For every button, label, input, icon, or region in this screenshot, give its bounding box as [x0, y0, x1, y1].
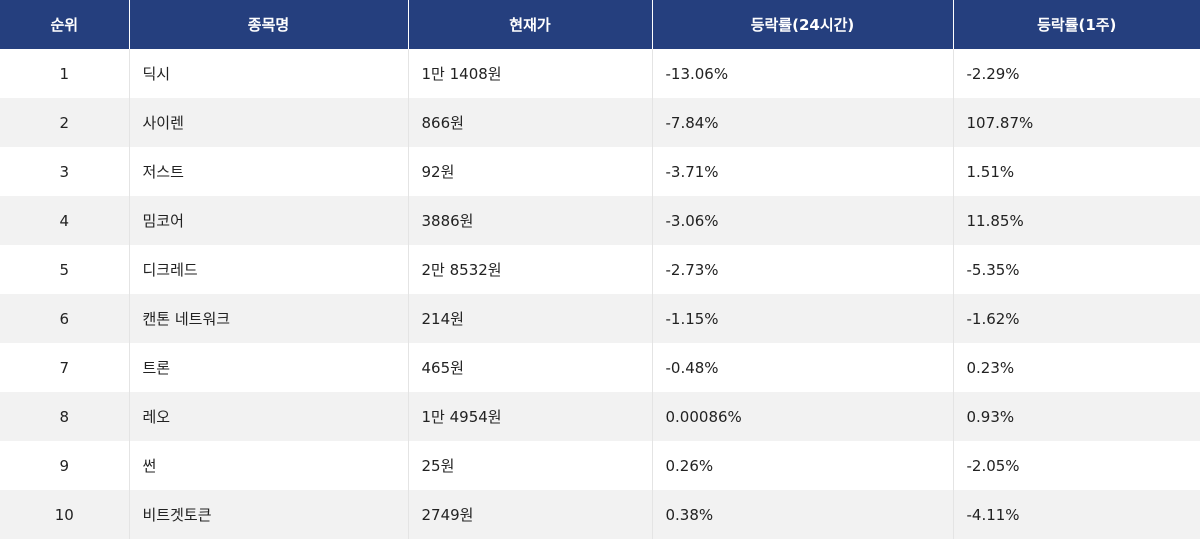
table-cell: 2만 8532원: [408, 245, 653, 294]
table-row: 3 저스트 92원 -3.71% 1.51%: [0, 147, 1200, 196]
table-cell: -13.06%: [652, 49, 954, 98]
table-row: 6 캔톤 네트워크 214원 -1.15% -1.62%: [0, 294, 1200, 343]
table-cell: -3.06%: [652, 196, 954, 245]
table-cell: 4: [0, 196, 130, 245]
table-cell: 디크레드: [129, 245, 409, 294]
table-row: 1 딕시 1만 1408원 -13.06% -2.29%: [0, 49, 1200, 98]
table-cell: -3.71%: [652, 147, 954, 196]
table-header: 순위 종목명 현재가 등락률(24시간) 등락률(1주): [0, 0, 1200, 49]
table-row: 9 썬 25원 0.26% -2.05%: [0, 441, 1200, 490]
table-cell: 0.00086%: [652, 392, 954, 441]
column-header: 등락률(1주): [953, 0, 1200, 49]
table-row: 10 비트겟토큰 2749원 0.38% -4.11%: [0, 490, 1200, 539]
table-cell: -2.29%: [953, 49, 1200, 98]
table-cell: -2.05%: [953, 441, 1200, 490]
table-cell: 저스트: [129, 147, 409, 196]
table-cell: 3886원: [408, 196, 653, 245]
table-cell: 비트겟토큰: [129, 490, 409, 539]
column-header: 순위: [0, 0, 130, 49]
table-cell: 866원: [408, 98, 653, 147]
table-cell: -1.62%: [953, 294, 1200, 343]
column-header: 등락률(24시간): [652, 0, 954, 49]
table-cell: 2: [0, 98, 130, 147]
table-cell: -4.11%: [953, 490, 1200, 539]
table-cell: 딕시: [129, 49, 409, 98]
table-cell: 캔톤 네트워크: [129, 294, 409, 343]
table-row: 4 밈코어 3886원 -3.06% 11.85%: [0, 196, 1200, 245]
table-cell: -1.15%: [652, 294, 954, 343]
table-cell: 1.51%: [953, 147, 1200, 196]
table-cell: -0.48%: [652, 343, 954, 392]
column-header: 종목명: [129, 0, 409, 49]
table-cell: 트론: [129, 343, 409, 392]
table-cell: 0.23%: [953, 343, 1200, 392]
table-cell: 0.26%: [652, 441, 954, 490]
table-cell: 썬: [129, 441, 409, 490]
table-cell: 6: [0, 294, 130, 343]
table-cell: 0.38%: [652, 490, 954, 539]
table-cell: 레오: [129, 392, 409, 441]
table-body: 1 딕시 1만 1408원 -13.06% -2.29% 2 사이렌 866원 -7.84% 10…: [0, 49, 1200, 539]
table-row: 8 레오 1만 4954원 0.00086% 0.93%: [0, 392, 1200, 441]
table-cell: 92원: [408, 147, 653, 196]
table-row: 2 사이렌 866원 -7.84% 107.87%: [0, 98, 1200, 147]
table-cell: -7.84%: [652, 98, 954, 147]
table-cell: 11.85%: [953, 196, 1200, 245]
table-cell: 3: [0, 147, 130, 196]
table-cell: 10: [0, 490, 130, 539]
table-cell: 25원: [408, 441, 653, 490]
table-cell: 2749원: [408, 490, 653, 539]
table-cell: 0.93%: [953, 392, 1200, 441]
table-cell: -5.35%: [953, 245, 1200, 294]
table-cell: 465원: [408, 343, 653, 392]
table-cell: 7: [0, 343, 130, 392]
table-cell: 1: [0, 49, 130, 98]
table-row: 5 디크레드 2만 8532원 -2.73% -5.35%: [0, 245, 1200, 294]
table-cell: 107.87%: [953, 98, 1200, 147]
table-cell: 5: [0, 245, 130, 294]
column-header: 현재가: [408, 0, 653, 49]
table-cell: 1만 1408원: [408, 49, 653, 98]
table-cell: 8: [0, 392, 130, 441]
table-cell: 사이렌: [129, 98, 409, 147]
table-cell: 밈코어: [129, 196, 409, 245]
table-cell: 214원: [408, 294, 653, 343]
table-cell: 9: [0, 441, 130, 490]
header-row: 순위 종목명 현재가 등락률(24시간) 등락률(1주): [0, 0, 1200, 49]
table-cell: -2.73%: [652, 245, 954, 294]
table-row: 7 트론 465원 -0.48% 0.23%: [0, 343, 1200, 392]
table-cell: 1만 4954원: [408, 392, 653, 441]
